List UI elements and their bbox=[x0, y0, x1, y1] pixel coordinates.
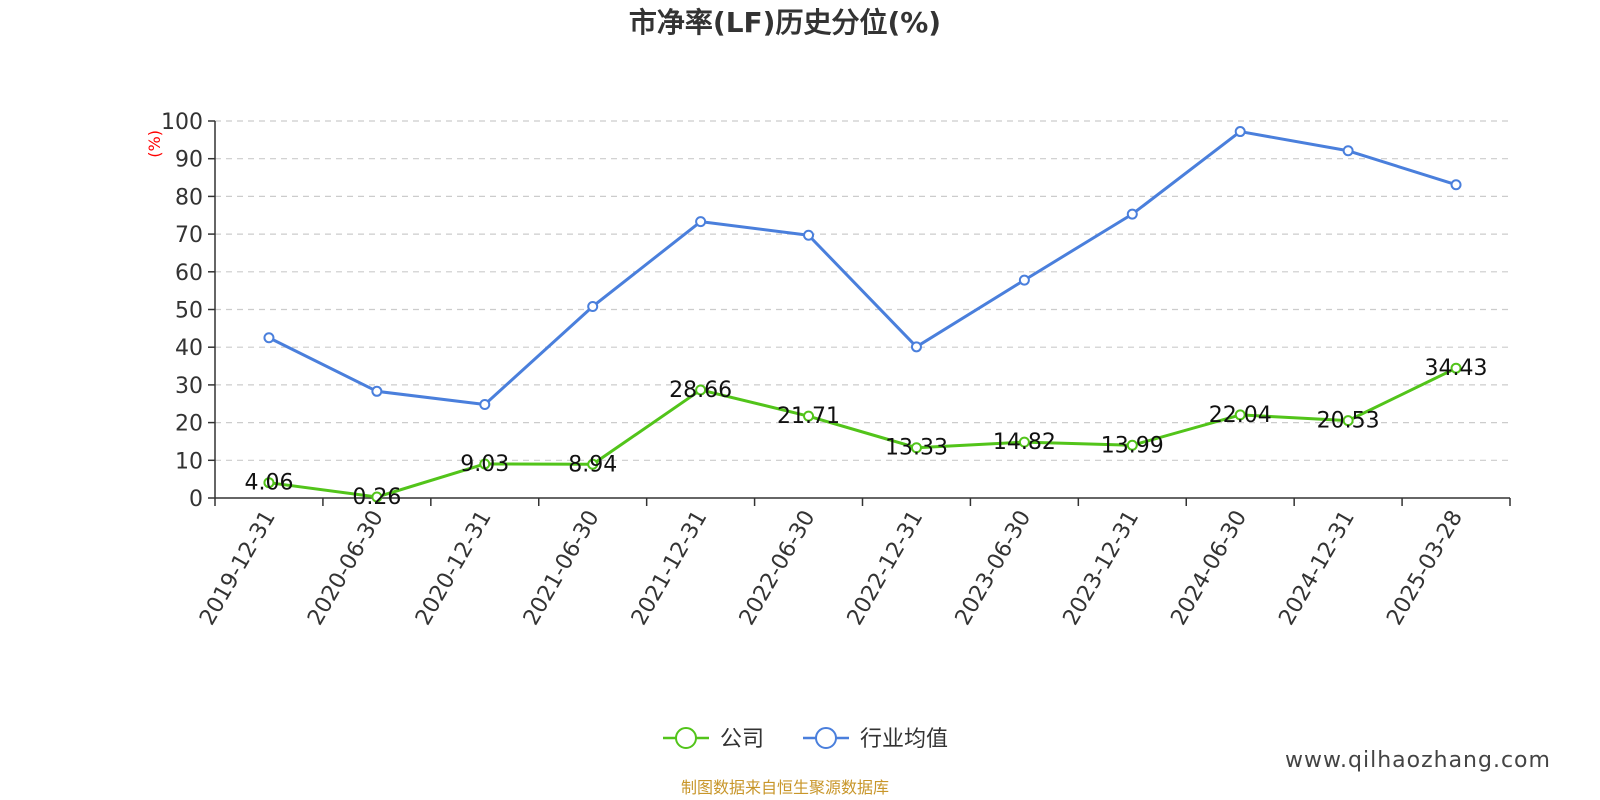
x-tick-label: 2021-12-31 bbox=[627, 506, 713, 629]
series-1-point bbox=[1234, 126, 1246, 138]
data-label: 34.43 bbox=[1425, 356, 1488, 381]
x-tick-label: 2023-06-30 bbox=[951, 506, 1037, 629]
x-tick-label: 2022-06-30 bbox=[735, 506, 821, 629]
series-0-point bbox=[263, 477, 275, 489]
y-tick-label: 70 bbox=[175, 223, 203, 248]
series-1-point bbox=[1342, 145, 1354, 157]
data-label: 9.03 bbox=[460, 452, 509, 477]
series-line-1 bbox=[268, 130, 1457, 407]
y-tick-label: 40 bbox=[175, 336, 203, 361]
y-tick-label: 20 bbox=[175, 412, 203, 437]
x-tick-label: 2019-12-31 bbox=[195, 506, 281, 629]
y-tick-label: 60 bbox=[175, 261, 203, 286]
series-1-point bbox=[695, 216, 707, 228]
y-tick-label: 100 bbox=[161, 110, 203, 135]
y-tick-label: 0 bbox=[189, 487, 203, 512]
series-1-point bbox=[803, 229, 815, 241]
legend-circle-icon bbox=[815, 727, 837, 749]
data-label: 28.66 bbox=[669, 378, 732, 403]
x-tick-label: 2020-12-31 bbox=[411, 506, 497, 629]
data-labels: 4.06 0.26 9.03 8.94 28.66 21.71 13.33 14.82 13.9… bbox=[244, 356, 1487, 510]
legend-label: 公司 bbox=[720, 727, 764, 752]
series-0-point bbox=[1018, 436, 1030, 448]
series-0-point bbox=[910, 442, 922, 454]
series-1-point bbox=[263, 332, 275, 344]
x-tick-label: 2022-12-31 bbox=[843, 506, 929, 629]
x-axis-ticks: 2019-12-31 2020-06-30 2020-12-31 2021-06-30… bbox=[195, 498, 1511, 630]
y-axis-ticks: 0 10 20 30 40 50 60 70 80 90 100 bbox=[161, 110, 215, 512]
legend-circle-icon bbox=[675, 727, 697, 749]
data-label: 4.06 bbox=[244, 471, 293, 496]
legend-label: 行业均值 bbox=[860, 727, 948, 752]
data-label: 13.99 bbox=[1101, 433, 1164, 458]
x-tick-label: 2024-12-31 bbox=[1274, 506, 1360, 629]
x-tick-label: 2024-06-30 bbox=[1166, 506, 1252, 629]
y-axis-unit: (%) bbox=[145, 130, 164, 158]
series-0-point bbox=[479, 458, 491, 470]
grid-lines bbox=[215, 120, 1510, 461]
data-label: 20.53 bbox=[1317, 409, 1380, 434]
series-0-point bbox=[1234, 409, 1246, 421]
y-tick-label: 50 bbox=[175, 299, 203, 324]
watermark-text: www.qilhaozhang.com bbox=[1285, 748, 1551, 773]
y-tick-label: 80 bbox=[175, 185, 203, 210]
series-1-point bbox=[1450, 179, 1462, 191]
series-1-point bbox=[1018, 274, 1030, 286]
data-label: 22.04 bbox=[1209, 403, 1272, 428]
data-label: 14.82 bbox=[993, 430, 1056, 455]
series-0-point bbox=[695, 384, 707, 396]
x-tick-label: 2023-12-31 bbox=[1059, 506, 1145, 629]
series-line-0 bbox=[268, 366, 1457, 499]
series-0-point bbox=[803, 410, 815, 422]
y-tick-label: 30 bbox=[175, 374, 203, 399]
series-1-point bbox=[371, 385, 383, 397]
legend-item-1[interactable]: 行业均值 bbox=[803, 727, 948, 752]
series-group bbox=[263, 126, 1462, 503]
data-label: 21.71 bbox=[777, 404, 840, 429]
series-0-point bbox=[1126, 439, 1138, 451]
data-label: 8.94 bbox=[568, 452, 617, 477]
x-tick-label: 2025-03-28 bbox=[1382, 506, 1468, 629]
y-tick-label: 10 bbox=[175, 449, 203, 474]
data-label: 0.26 bbox=[352, 485, 401, 510]
x-tick-label: 2021-06-30 bbox=[519, 506, 605, 629]
series-1-point bbox=[479, 399, 491, 411]
series-0-point bbox=[371, 491, 383, 503]
source-note: 制图数据来自恒生聚源数据库 bbox=[681, 778, 889, 797]
chart-title: 市净率(LF)历史分位(%) bbox=[629, 6, 941, 39]
legend-item-0[interactable]: 公司 bbox=[663, 727, 764, 752]
y-tick-label: 90 bbox=[175, 148, 203, 173]
series-0-point bbox=[1450, 362, 1462, 374]
series-1-point bbox=[587, 300, 599, 312]
series-1-point bbox=[1126, 208, 1138, 220]
data-label: 13.33 bbox=[885, 436, 948, 461]
series-0-point bbox=[587, 458, 599, 470]
legend[interactable]: 公司 行业均值 bbox=[663, 727, 948, 752]
series-1-point bbox=[910, 341, 922, 353]
x-tick-label: 2020-06-30 bbox=[303, 506, 389, 629]
series-0-point bbox=[1342, 415, 1354, 427]
